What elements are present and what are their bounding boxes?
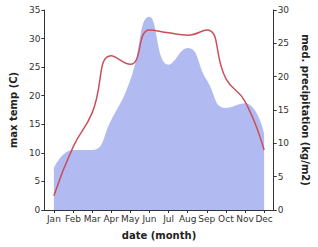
svg-text:Jun: Jun (141, 214, 156, 224)
svg-text:0: 0 (278, 205, 284, 215)
svg-text:Mar: Mar (84, 214, 101, 224)
svg-text:15: 15 (29, 119, 40, 129)
svg-text:Feb: Feb (65, 214, 81, 224)
svg-text:35: 35 (29, 5, 40, 15)
svg-text:max temp (C): max temp (C) (8, 72, 19, 148)
svg-text:10: 10 (278, 138, 290, 148)
svg-text:Apr: Apr (103, 214, 119, 224)
svg-text:Oct: Oct (218, 214, 234, 224)
svg-text:15: 15 (278, 105, 289, 115)
svg-text:May: May (121, 214, 140, 224)
svg-text:med. precipitation (kg/m2): med. precipitation (kg/m2) (300, 34, 311, 186)
svg-text:5: 5 (278, 172, 284, 182)
svg-text:0: 0 (35, 205, 41, 215)
svg-text:30: 30 (29, 34, 41, 44)
svg-text:Sep: Sep (198, 214, 215, 224)
svg-text:Nov: Nov (236, 214, 254, 224)
svg-text:Dec: Dec (255, 214, 272, 224)
svg-text:10: 10 (29, 148, 41, 158)
svg-text:30: 30 (278, 5, 290, 15)
svg-text:Jul: Jul (162, 214, 174, 224)
svg-text:Jan: Jan (46, 214, 61, 224)
svg-text:25: 25 (278, 38, 289, 48)
svg-text:Aug: Aug (179, 214, 197, 224)
svg-text:20: 20 (278, 72, 290, 82)
svg-text:date (month): date (month) (122, 230, 196, 241)
svg-text:20: 20 (29, 91, 41, 101)
svg-text:25: 25 (29, 62, 40, 72)
svg-text:5: 5 (35, 176, 41, 186)
